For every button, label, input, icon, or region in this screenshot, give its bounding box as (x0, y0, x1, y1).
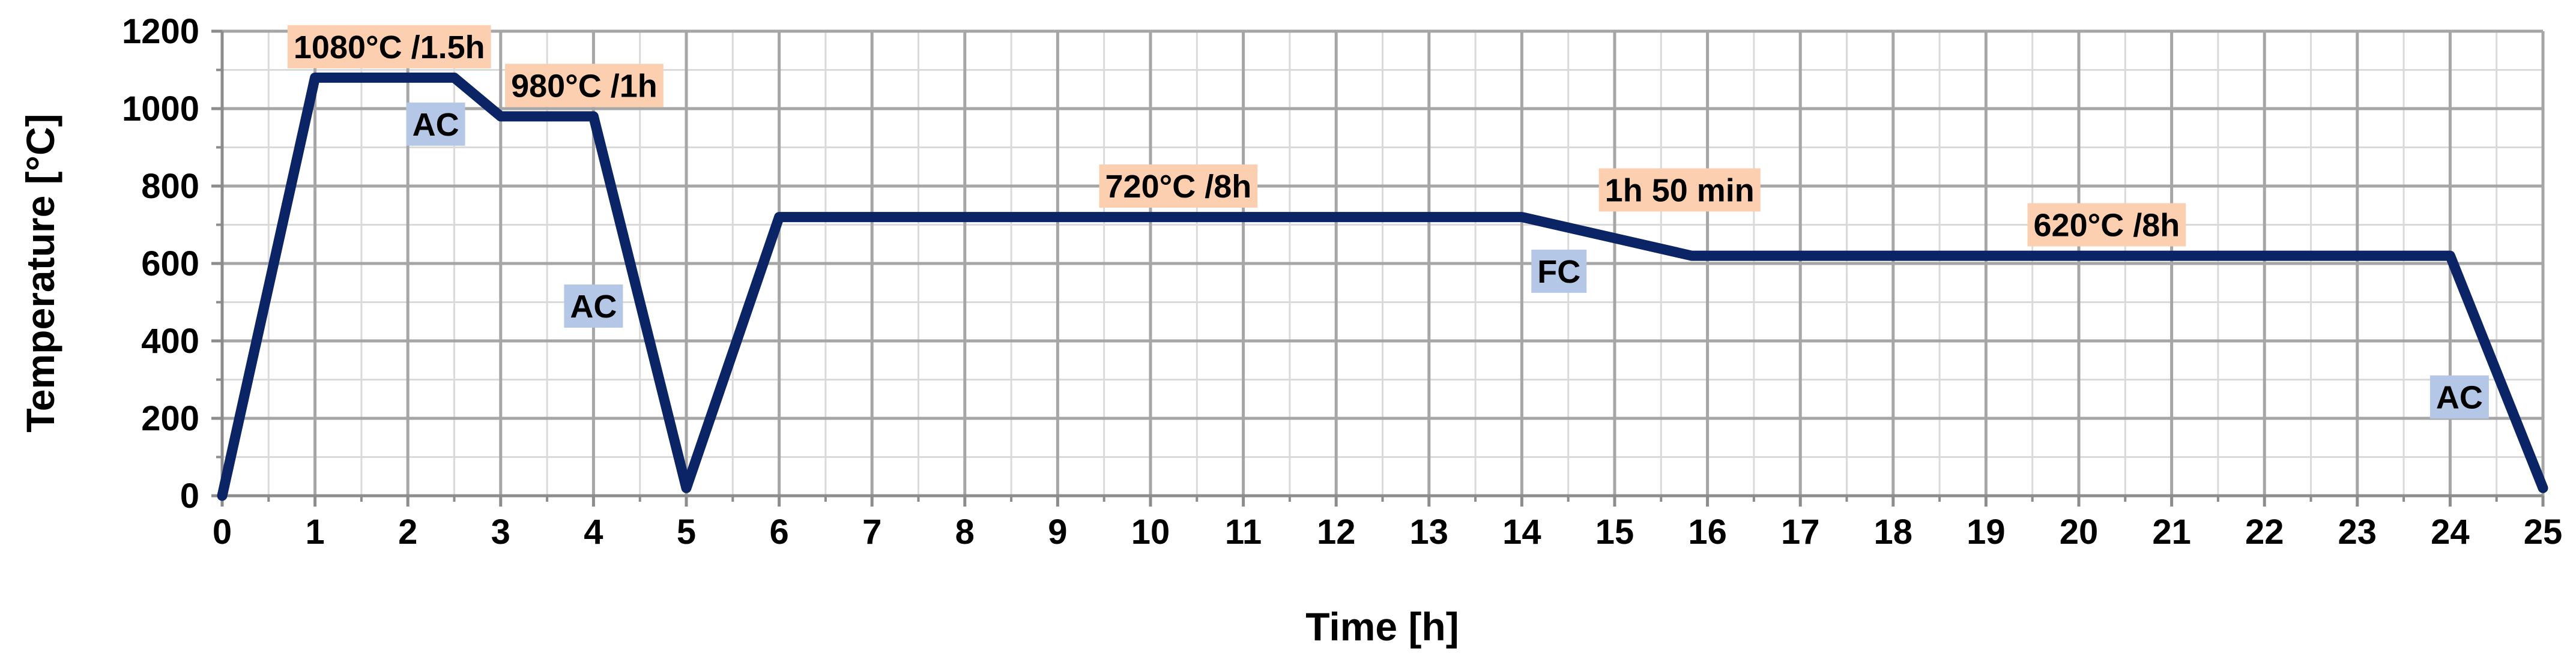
x-tick-label: 20 (2060, 513, 2099, 552)
annotation-box (1099, 164, 1258, 208)
annotation-box (1531, 249, 1587, 293)
x-tick-label: 5 (677, 513, 696, 552)
x-tick-label: 0 (213, 513, 232, 552)
annotation-text: 1080°C /1.5h (294, 29, 485, 65)
y-tick-label: 600 (141, 244, 199, 283)
x-tick-label: 13 (1410, 513, 1449, 552)
x-tick-label: 9 (1048, 513, 1067, 552)
cooling-label: AC (564, 284, 623, 328)
annotation-text: 620°C /8h (2034, 208, 2180, 244)
x-tick-label: 14 (1502, 513, 1541, 552)
annotation-text: AC (413, 107, 459, 143)
annotation-text: AC (2436, 380, 2483, 416)
x-tick-label: 12 (1317, 513, 1356, 552)
y-tick-label: 0 (180, 477, 199, 516)
x-tick-label: 18 (1874, 513, 1913, 552)
cooling-label: AC (2429, 375, 2489, 419)
annotation-box (2429, 375, 2489, 419)
hold-label: 1h 50 min (1598, 168, 1761, 212)
hold-label: 980°C /1h (505, 64, 664, 107)
cooling-label: FC (1531, 249, 1587, 293)
x-tick-label: 15 (1595, 513, 1634, 552)
tick-labels: 0 1 2 3 4 5 6 7 8 9 10 11 12 13 14 15 16 17 18 19 20 21 22 23 24… (122, 12, 2562, 552)
y-tick-label: 800 (141, 167, 199, 206)
cooling-label: AC (406, 102, 465, 146)
y-tick-label: 1200 (122, 12, 199, 51)
x-tick-label: 8 (955, 513, 975, 552)
annotation-text: 980°C /1h (511, 68, 658, 104)
annotation-box (505, 64, 664, 107)
x-tick-label: 10 (1131, 513, 1170, 552)
annotation-box (287, 25, 491, 68)
axes (211, 29, 2545, 507)
x-tick-label: 22 (2245, 513, 2284, 552)
annotation-text: AC (570, 289, 617, 325)
y-tick-label: 200 (141, 399, 199, 438)
x-tick-label: 17 (1781, 513, 1820, 552)
x-tick-label: 21 (2152, 513, 2191, 552)
x-tick-label: 25 (2524, 513, 2563, 552)
x-tick-label: 3 (491, 513, 510, 552)
annotation-box (2027, 203, 2186, 247)
x-tick-label: 16 (1688, 513, 1727, 552)
x-tick-label: 6 (769, 513, 788, 552)
y-tick-label: 1000 (122, 89, 199, 128)
hold-label: 720°C /8h (1099, 164, 1258, 208)
x-tick-label: 23 (2338, 513, 2377, 552)
x-tick-label: 4 (584, 513, 603, 552)
y-tick-label: 400 (141, 322, 199, 361)
y-axis-title: Temperature [°C] (18, 113, 62, 432)
x-tick-label: 7 (862, 513, 881, 552)
annotation-box (1598, 168, 1761, 212)
hold-label: 1080°C /1.5h (287, 25, 491, 68)
x-tick-label: 24 (2431, 513, 2470, 552)
hold-label: 620°C /8h (2027, 203, 2186, 247)
x-tick-label: 11 (1225, 513, 1262, 552)
series (217, 72, 2548, 501)
annotation-text: 720°C /8h (1105, 169, 1252, 205)
annotation-box (406, 102, 465, 146)
annotation-text: 1h 50 min (1605, 172, 1755, 208)
annotation-box (564, 284, 623, 328)
temperature-profile-line (217, 72, 2548, 501)
x-tick-label: 2 (398, 513, 417, 552)
x-tick-label: 1 (305, 513, 324, 552)
x-tick-label: 19 (1967, 513, 2006, 552)
annotations: 1080°C /1.5h 980°C /1h AC AC 720°C /8h 1h 50 … (287, 25, 2489, 419)
annotation-text: FC (1537, 254, 1580, 290)
x-axis-title: Time [h] (1305, 604, 1459, 649)
